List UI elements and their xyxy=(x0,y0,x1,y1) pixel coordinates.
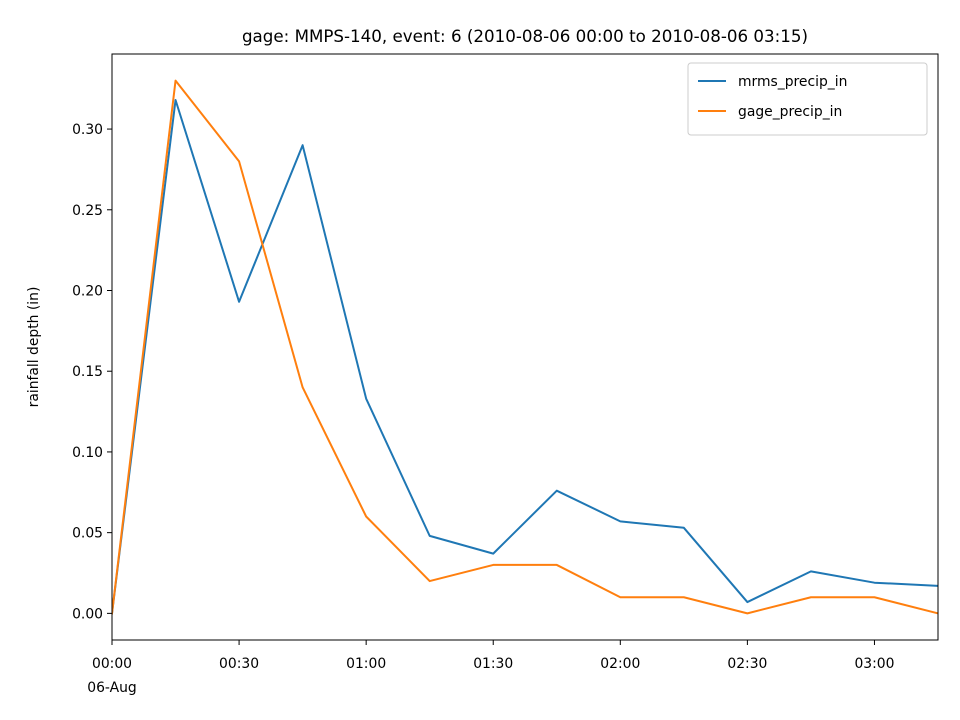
x-tick-label: 01:30 xyxy=(473,656,513,672)
axes-frame xyxy=(111,53,939,641)
legend-label-gage_precip_in: gage_precip_in xyxy=(738,104,842,120)
y-tick-label: 0.15 xyxy=(72,364,103,380)
y-tick-label: 0.25 xyxy=(72,203,103,219)
x-tick-label: 03:00 xyxy=(854,656,894,672)
chart-title: gage: MMPS-140, event: 6 (2010-08-06 00:… xyxy=(242,26,808,46)
legend: mrms_precip_in gage_precip_in xyxy=(687,62,928,136)
y-tick-label: 0.20 xyxy=(72,283,103,299)
x-tick-label: 01:00 xyxy=(346,656,386,672)
series-line-gage_precip_in xyxy=(112,79,938,615)
series-group xyxy=(112,79,938,615)
y-tick-label: 0.30 xyxy=(72,122,103,138)
x-tick-label: 00:30 xyxy=(219,656,259,672)
x-tick-label: 02:00 xyxy=(600,656,640,672)
y-tick-label: 0.10 xyxy=(72,445,103,461)
axes: 0.00 0.05 0.10 0.15 0.20 0.25 0.30 00:00 06-Aug 0… xyxy=(72,53,939,696)
legend-box xyxy=(687,62,928,136)
y-axis-label: rainfall depth (in) xyxy=(26,287,42,408)
y-tick-label: 0.00 xyxy=(72,606,103,622)
series-line-mrms_precip_in xyxy=(112,99,938,615)
y-tick-label: 0.05 xyxy=(72,526,103,542)
plot-area xyxy=(112,79,938,615)
x-tick-label: 00:00 xyxy=(92,656,132,672)
x-tick-sublabel: 06-Aug xyxy=(87,680,137,696)
legend-label-mrms_precip_in: mrms_precip_in xyxy=(738,74,847,90)
x-tick-label: 02:30 xyxy=(727,656,767,672)
